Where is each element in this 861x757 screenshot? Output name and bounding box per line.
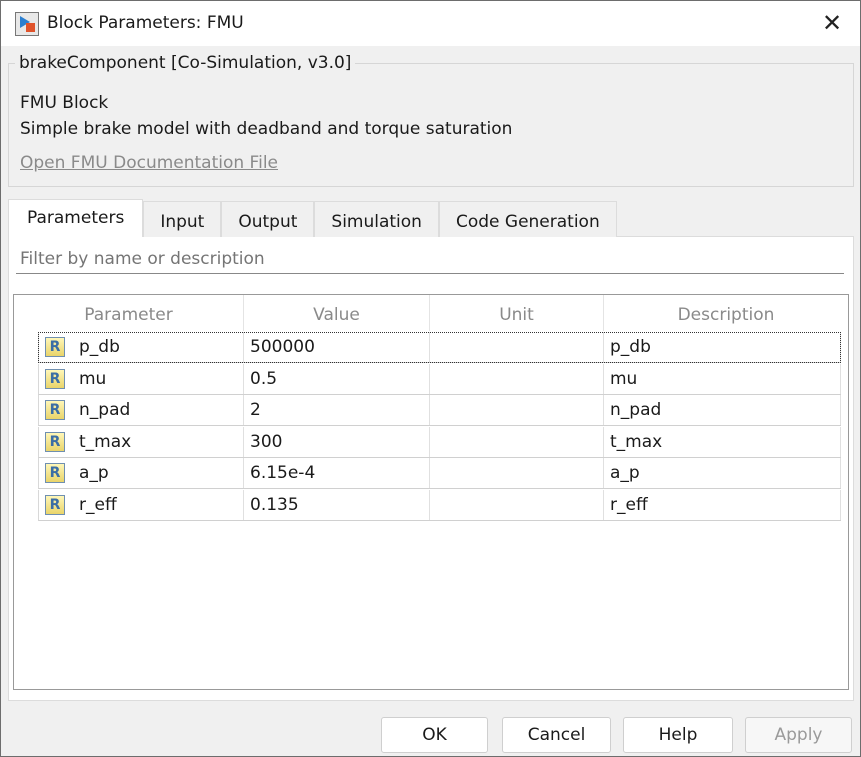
close-button[interactable]: ✕ xyxy=(821,9,843,37)
real-parameter-icon: R xyxy=(45,368,65,389)
unit-cell xyxy=(430,363,604,394)
block-info-group xyxy=(8,63,854,187)
parameter-name: p_db xyxy=(79,337,120,357)
tab-simulation[interactable]: Simulation xyxy=(314,201,439,237)
real-parameter-icon: R xyxy=(45,431,65,452)
description-cell: p_db xyxy=(604,332,841,362)
help-button[interactable]: Help xyxy=(623,717,733,753)
ok-button[interactable]: OK xyxy=(381,717,488,753)
unit-cell xyxy=(430,458,604,488)
column-header-description[interactable]: Description xyxy=(677,305,775,325)
table-header: Parameter Value Unit Description xyxy=(14,295,848,331)
parameter-name: n_pad xyxy=(79,400,131,420)
real-parameter-icon: R xyxy=(45,400,65,420)
unit-cell xyxy=(430,426,604,457)
unit-cell xyxy=(430,332,604,362)
column-header-unit[interactable]: Unit xyxy=(430,295,604,331)
tab-bar: Parameters Input Output Simulation Code … xyxy=(8,199,617,237)
real-parameter-icon: R xyxy=(45,463,65,483)
group-legend: brakeComponent [Co-Simulation, v3.0] xyxy=(15,53,356,73)
real-parameter-icon: R xyxy=(45,494,65,515)
block-description: Simple brake model with deadband and tor… xyxy=(20,119,513,139)
description-cell: t_max xyxy=(604,426,841,457)
description-cell: a_p xyxy=(604,458,841,488)
title-bar: Block Parameters: FMU ✕ xyxy=(1,1,860,46)
tab-output[interactable]: Output xyxy=(221,201,315,237)
tab-input[interactable]: Input xyxy=(143,201,222,237)
real-parameter-icon: R xyxy=(45,337,65,357)
value-cell[interactable]: 0.5 xyxy=(244,363,430,394)
description-cell: n_pad xyxy=(604,395,841,425)
value-cell[interactable]: 0.135 xyxy=(244,489,430,520)
description-cell: mu xyxy=(604,363,841,394)
value-cell[interactable]: 6.15e-4 xyxy=(244,458,430,488)
parameter-name: mu xyxy=(79,368,107,389)
open-documentation-link[interactable]: Open FMU Documentation File xyxy=(20,153,279,173)
column-header-value[interactable]: Value xyxy=(244,295,430,331)
tab-code-generation[interactable]: Code Generation xyxy=(438,201,617,237)
value-cell[interactable]: 300 xyxy=(244,426,430,457)
cancel-button[interactable]: Cancel xyxy=(502,717,611,753)
filter-input[interactable] xyxy=(16,244,844,274)
description-cell: r_eff xyxy=(604,489,841,520)
block-type: FMU Block xyxy=(20,93,109,113)
tab-parameters[interactable]: Parameters xyxy=(8,199,144,237)
value-cell[interactable]: 2 xyxy=(244,395,430,425)
parameter-name: t_max xyxy=(79,431,132,452)
column-header-parameter[interactable]: Parameter xyxy=(14,295,244,331)
parameter-name: a_p xyxy=(79,463,109,483)
unit-cell xyxy=(430,395,604,425)
unit-cell xyxy=(430,489,604,520)
value-cell[interactable]: 500000 xyxy=(244,332,430,362)
window-title: Block Parameters: FMU xyxy=(47,13,244,33)
parameter-name: r_eff xyxy=(79,494,117,515)
simulink-block-icon xyxy=(15,12,39,36)
apply-button[interactable]: Apply xyxy=(745,717,852,753)
